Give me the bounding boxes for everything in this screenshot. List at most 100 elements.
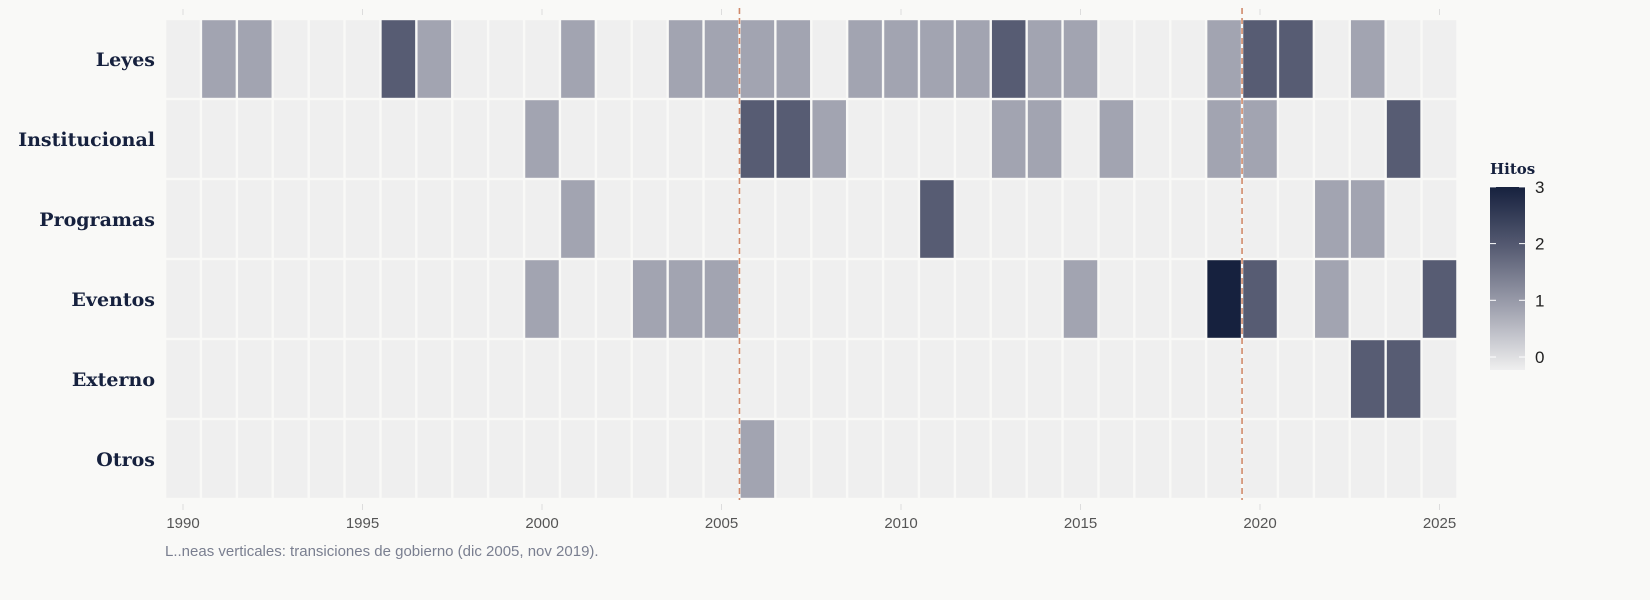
heatmap-cell xyxy=(884,420,918,498)
heatmap-cell xyxy=(956,20,990,98)
heatmap-cell xyxy=(668,100,703,178)
heatmap-cell xyxy=(740,180,775,258)
heatmap-cell xyxy=(920,340,954,418)
heatmap-cell xyxy=(453,20,487,98)
heatmap-cell xyxy=(920,20,954,98)
heatmap-cell xyxy=(776,260,811,338)
heatmap-cell xyxy=(238,180,272,258)
heatmap-cells xyxy=(166,20,1457,498)
heatmap-cell xyxy=(1279,100,1313,178)
heatmap-cell xyxy=(956,260,990,338)
heatmap-cell xyxy=(381,420,416,498)
heatmap-cell xyxy=(309,420,344,498)
heatmap-cell xyxy=(561,340,595,418)
heatmap-cell xyxy=(1207,420,1241,498)
heatmap-cell xyxy=(345,340,380,418)
heatmap-cell xyxy=(1099,260,1134,338)
heatmap-cell xyxy=(202,180,236,258)
heatmap-cell xyxy=(1422,20,1457,98)
x-tick-label: 2025 xyxy=(1423,515,1456,532)
heatmap-cell xyxy=(848,180,882,258)
heatmap-cell xyxy=(776,100,811,178)
legend-label: 0 xyxy=(1535,348,1544,367)
heatmap-cell xyxy=(1027,340,1062,418)
heatmap-cell xyxy=(812,100,846,178)
heatmap-cell xyxy=(453,180,487,258)
heatmap-cell xyxy=(238,340,272,418)
heatmap-cell xyxy=(1099,180,1134,258)
heatmap-cell xyxy=(238,20,272,98)
heatmap-cell xyxy=(489,180,523,258)
heatmap-cell xyxy=(238,260,272,338)
heatmap-cell xyxy=(704,420,739,498)
heatmap-cell xyxy=(273,340,308,418)
heatmap-cell xyxy=(417,100,452,178)
heatmap-cell xyxy=(1171,260,1205,338)
heatmap-cell xyxy=(1135,260,1170,338)
heatmap-cell xyxy=(1243,420,1277,498)
heatmap-cell xyxy=(489,100,523,178)
heatmap-cell xyxy=(1063,180,1098,258)
heatmap-cell xyxy=(1350,100,1385,178)
y-label: Leyes xyxy=(96,49,155,71)
heatmap-cell xyxy=(417,340,452,418)
heatmap-cell xyxy=(273,180,308,258)
heatmap-cell xyxy=(525,260,559,338)
heatmap-cell xyxy=(166,100,200,178)
heatmap-cell xyxy=(956,100,990,178)
heatmap-cell xyxy=(561,180,595,258)
heatmap-cell xyxy=(525,100,559,178)
heatmap-cell xyxy=(345,420,380,498)
heatmap-cell xyxy=(597,20,631,98)
heatmap-cell xyxy=(884,20,918,98)
heatmap-cell xyxy=(202,20,236,98)
heatmap-cell xyxy=(238,420,272,498)
heatmap-cell xyxy=(884,260,918,338)
heatmap-cell xyxy=(812,20,846,98)
heatmap-cell xyxy=(1243,180,1277,258)
heatmap-cell xyxy=(1135,100,1170,178)
heatmap-cell xyxy=(1422,260,1457,338)
heatmap-cell xyxy=(884,180,918,258)
heatmap-cell xyxy=(991,100,1026,178)
heatmap-cell xyxy=(489,340,523,418)
heatmap-cell xyxy=(489,420,523,498)
heatmap-cell xyxy=(561,100,595,178)
caption: L..neas verticales: transiciones de gobi… xyxy=(165,543,599,560)
heatmap-cell xyxy=(1027,420,1062,498)
heatmap-cell xyxy=(704,180,739,258)
heatmap-cell xyxy=(1171,20,1205,98)
heatmap-cell xyxy=(632,20,667,98)
heatmap-cell xyxy=(776,20,811,98)
heatmap-cell xyxy=(668,20,703,98)
heatmap-cell xyxy=(381,180,416,258)
heatmap-cell xyxy=(561,20,595,98)
heatmap-cell xyxy=(1422,180,1457,258)
heatmap-cell xyxy=(1063,20,1098,98)
legend-label: 2 xyxy=(1535,235,1544,254)
heatmap-cell xyxy=(704,20,739,98)
heatmap-cell xyxy=(991,180,1026,258)
heatmap-cell xyxy=(1063,340,1098,418)
heatmap-cell xyxy=(238,100,272,178)
heatmap-cell xyxy=(1099,20,1134,98)
legend-label: 3 xyxy=(1535,178,1544,197)
heatmap-cell xyxy=(525,340,559,418)
heatmap-cell xyxy=(1422,420,1457,498)
heatmap-cell xyxy=(776,420,811,498)
heatmap-cell xyxy=(1099,340,1134,418)
heatmap-cell xyxy=(1027,20,1062,98)
heatmap-cell xyxy=(1207,180,1241,258)
heatmap-cell xyxy=(561,420,595,498)
legend: Hitos 0 1 2 3 xyxy=(1490,160,1544,370)
heatmap-cell xyxy=(525,20,559,98)
heatmap-cell xyxy=(1171,340,1205,418)
heatmap-cell xyxy=(776,340,811,418)
heatmap-cell xyxy=(668,340,703,418)
heatmap-cell xyxy=(1350,260,1385,338)
heatmap-cell xyxy=(1386,340,1421,418)
heatmap-cell xyxy=(668,420,703,498)
heatmap-cell xyxy=(1207,340,1241,418)
heatmap-cell xyxy=(991,20,1026,98)
heatmap-cell xyxy=(1350,20,1385,98)
